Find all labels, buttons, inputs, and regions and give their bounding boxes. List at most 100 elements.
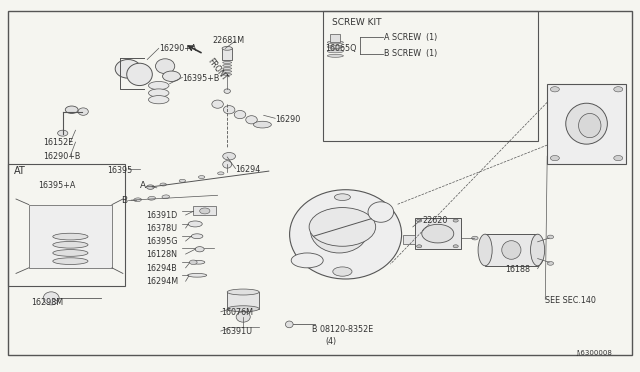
Text: 16378U: 16378U: [146, 224, 177, 233]
Ellipse shape: [162, 195, 170, 199]
Ellipse shape: [290, 190, 402, 279]
Ellipse shape: [223, 161, 232, 168]
Ellipse shape: [227, 289, 259, 295]
Ellipse shape: [160, 183, 166, 186]
Ellipse shape: [127, 63, 152, 86]
Circle shape: [65, 106, 78, 113]
Ellipse shape: [223, 106, 235, 114]
Bar: [485, 234, 538, 266]
Text: 16065Q: 16065Q: [325, 44, 356, 53]
Text: 16294: 16294: [236, 165, 260, 174]
Text: 16391D: 16391D: [146, 211, 177, 220]
Text: 16395: 16395: [108, 166, 132, 174]
Text: A: A: [140, 182, 146, 190]
Circle shape: [614, 87, 623, 92]
Ellipse shape: [163, 71, 180, 81]
Ellipse shape: [328, 45, 344, 48]
Bar: [415, 218, 461, 249]
Ellipse shape: [223, 70, 232, 72]
Ellipse shape: [148, 81, 169, 90]
Text: SEE SEC.140: SEE SEC.140: [545, 296, 596, 305]
Ellipse shape: [328, 54, 344, 57]
Circle shape: [547, 262, 554, 265]
Ellipse shape: [44, 292, 60, 305]
Ellipse shape: [191, 234, 203, 239]
Text: 16290+B: 16290+B: [44, 152, 81, 161]
Text: 22681M: 22681M: [212, 36, 244, 45]
Bar: [227, 292, 259, 309]
Ellipse shape: [310, 208, 368, 253]
Ellipse shape: [223, 61, 232, 63]
Ellipse shape: [502, 241, 521, 259]
Ellipse shape: [328, 41, 344, 44]
Ellipse shape: [333, 267, 352, 276]
Ellipse shape: [115, 60, 141, 78]
Text: FRONT: FRONT: [206, 57, 229, 83]
Text: 16076M: 16076M: [221, 308, 253, 317]
Ellipse shape: [335, 194, 351, 201]
Ellipse shape: [134, 198, 141, 202]
Ellipse shape: [478, 234, 492, 266]
Ellipse shape: [218, 172, 224, 175]
Ellipse shape: [236, 312, 250, 322]
Text: 16128N: 16128N: [146, 250, 177, 259]
Circle shape: [614, 155, 623, 161]
Ellipse shape: [234, 110, 246, 119]
Ellipse shape: [566, 103, 607, 144]
Circle shape: [200, 208, 210, 214]
Ellipse shape: [188, 273, 207, 277]
Ellipse shape: [328, 50, 344, 53]
Bar: [29, 205, 112, 268]
Text: (4): (4): [325, 337, 336, 346]
Bar: [403, 235, 415, 244]
Text: 16290+A: 16290+A: [159, 44, 196, 53]
Circle shape: [547, 235, 554, 239]
Ellipse shape: [188, 221, 202, 227]
Text: A SCREW  (1): A SCREW (1): [384, 33, 437, 42]
Text: 16294M: 16294M: [146, 278, 178, 286]
Bar: [193, 206, 216, 215]
Ellipse shape: [156, 59, 175, 74]
Text: SCREW KIT: SCREW KIT: [332, 18, 381, 27]
Bar: [222, 48, 232, 60]
Circle shape: [472, 236, 478, 240]
Bar: [330, 34, 340, 42]
Text: 16188: 16188: [506, 265, 531, 274]
Text: 16395+A: 16395+A: [38, 182, 76, 190]
Ellipse shape: [148, 89, 169, 97]
Ellipse shape: [148, 196, 156, 200]
Ellipse shape: [179, 179, 186, 182]
Ellipse shape: [148, 96, 169, 104]
Circle shape: [189, 260, 197, 264]
Circle shape: [550, 87, 559, 92]
Ellipse shape: [246, 116, 257, 124]
Ellipse shape: [192, 260, 205, 264]
Ellipse shape: [198, 176, 205, 179]
Text: 16152E: 16152E: [44, 138, 74, 147]
Circle shape: [453, 245, 458, 248]
Ellipse shape: [53, 241, 88, 248]
Text: J\6300008: J\6300008: [576, 350, 612, 356]
Circle shape: [309, 208, 376, 246]
Text: B 08120-8352E: B 08120-8352E: [312, 325, 374, 334]
Circle shape: [453, 219, 458, 222]
Ellipse shape: [227, 306, 259, 312]
Text: 16395G: 16395G: [146, 237, 177, 246]
Text: 16294B: 16294B: [146, 264, 177, 273]
Ellipse shape: [531, 234, 545, 266]
Circle shape: [147, 185, 154, 189]
Ellipse shape: [78, 108, 88, 115]
Ellipse shape: [224, 89, 230, 93]
Ellipse shape: [291, 253, 323, 268]
Circle shape: [223, 153, 236, 160]
Circle shape: [195, 247, 204, 252]
Ellipse shape: [53, 233, 88, 240]
Text: AT: AT: [14, 166, 26, 176]
Circle shape: [417, 245, 422, 248]
Ellipse shape: [285, 321, 293, 328]
Ellipse shape: [223, 67, 232, 69]
Bar: [323, 11, 538, 141]
Bar: [8, 164, 125, 286]
Text: 16290: 16290: [275, 115, 300, 124]
Circle shape: [422, 224, 454, 243]
